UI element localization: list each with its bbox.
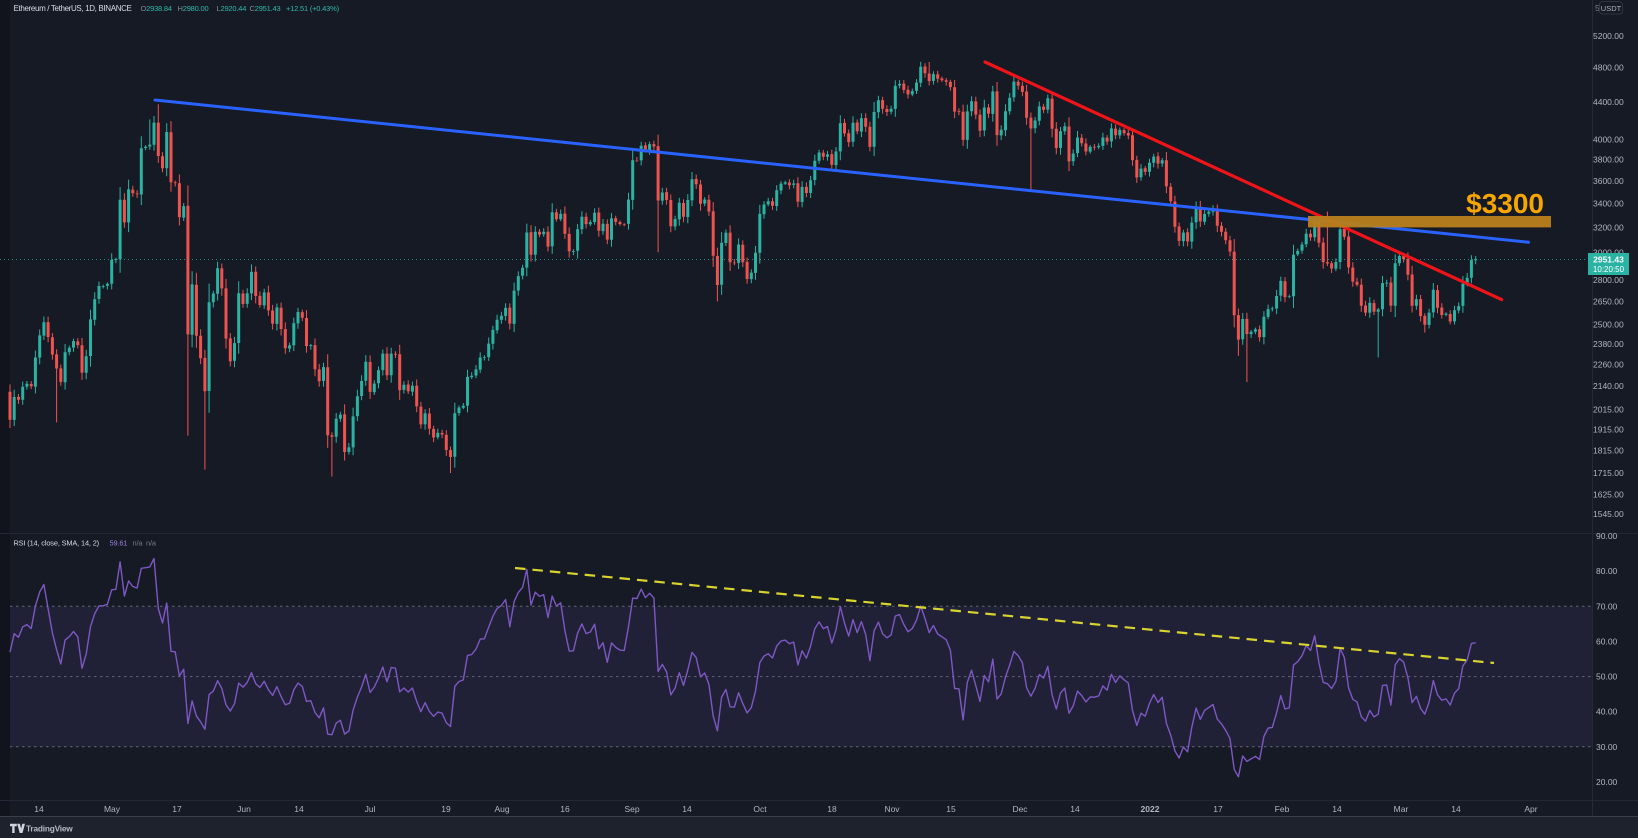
svg-text:Dec: Dec [1012, 804, 1028, 814]
svg-text:2380.00: 2380.00 [1593, 339, 1624, 349]
svg-text:3600.00: 3600.00 [1593, 176, 1624, 186]
svg-text:1815.00: 1815.00 [1593, 446, 1624, 456]
svg-text:2951.43: 2951.43 [1593, 255, 1624, 265]
svg-text:17: 17 [1213, 804, 1223, 814]
svg-text:1915.00: 1915.00 [1593, 425, 1624, 435]
svg-text:Nov: Nov [884, 804, 900, 814]
svg-text:90.00: 90.00 [1596, 531, 1618, 541]
svg-text:May: May [104, 804, 121, 814]
svg-text:4400.00: 4400.00 [1593, 97, 1624, 107]
svg-text:C2951.43: C2951.43 [250, 4, 281, 13]
svg-text:L2920.44: L2920.44 [217, 4, 247, 13]
svg-text:Feb: Feb [1275, 804, 1290, 814]
svg-text:3800.00: 3800.00 [1593, 155, 1624, 165]
svg-text:14: 14 [682, 804, 692, 814]
svg-text:14: 14 [294, 804, 304, 814]
svg-text:2260.00: 2260.00 [1593, 359, 1624, 369]
svg-text:10:20:50: 10:20:50 [1593, 265, 1625, 274]
svg-text:15: 15 [946, 804, 956, 814]
svg-text:1715.00: 1715.00 [1593, 468, 1624, 478]
svg-text:5: 5 [1595, 3, 1600, 13]
svg-text:16: 16 [560, 804, 570, 814]
svg-text:5200.00: 5200.00 [1593, 31, 1624, 41]
svg-text:2022: 2022 [1141, 804, 1160, 814]
svg-text:n/a: n/a [133, 539, 144, 548]
svg-text:3400.00: 3400.00 [1593, 198, 1624, 208]
svg-text:2015.00: 2015.00 [1593, 405, 1624, 415]
svg-text:+12.51 (+0.43%): +12.51 (+0.43%) [286, 4, 340, 13]
svg-text:Sep: Sep [624, 804, 639, 814]
svg-text:1545.00: 1545.00 [1593, 509, 1624, 519]
svg-text:80.00: 80.00 [1596, 566, 1618, 576]
svg-text:19: 19 [441, 804, 451, 814]
svg-text:4000.00: 4000.00 [1593, 134, 1624, 144]
svg-text:60.00: 60.00 [1596, 636, 1618, 646]
svg-text:Oct: Oct [753, 804, 767, 814]
svg-text:Apr: Apr [1524, 804, 1537, 814]
svg-text:1625.00: 1625.00 [1593, 489, 1624, 499]
svg-text:14: 14 [1451, 804, 1461, 814]
svg-text:RSI (14, close, SMA, 14, 2): RSI (14, close, SMA, 14, 2) [14, 539, 100, 548]
svg-text:3200.00: 3200.00 [1593, 222, 1624, 232]
svg-text:14: 14 [1070, 804, 1080, 814]
svg-text:Mar: Mar [1394, 804, 1409, 814]
svg-text:$3300: $3300 [1466, 188, 1544, 219]
svg-text:18: 18 [827, 804, 837, 814]
svg-text:Jun: Jun [237, 804, 251, 814]
svg-text:4800.00: 4800.00 [1593, 63, 1624, 73]
svg-text:40.00: 40.00 [1596, 707, 1618, 717]
svg-text:O2938.84: O2938.84 [141, 4, 172, 13]
svg-text:3000.00: 3000.00 [1593, 248, 1624, 258]
svg-text:Aug: Aug [494, 804, 509, 814]
svg-text:30.00: 30.00 [1596, 742, 1618, 752]
svg-text:Ethereum / TetherUS, 1D, BINAN: Ethereum / TetherUS, 1D, BINANCE [14, 4, 132, 13]
svg-text:2650.00: 2650.00 [1593, 297, 1624, 307]
svg-text:2500.00: 2500.00 [1593, 320, 1624, 330]
svg-text:14: 14 [34, 804, 44, 814]
svg-text:70.00: 70.00 [1596, 601, 1618, 611]
svg-text:n/a: n/a [146, 539, 157, 548]
svg-text:50.00: 50.00 [1596, 672, 1618, 682]
svg-text:17: 17 [172, 804, 182, 814]
svg-text:20.00: 20.00 [1596, 777, 1618, 787]
svg-text:H2980.00: H2980.00 [178, 4, 209, 13]
svg-text:59.61: 59.61 [110, 539, 128, 548]
svg-text:14: 14 [1332, 804, 1342, 814]
svg-text:TradingView: TradingView [26, 824, 73, 834]
svg-text:USDT: USDT [1601, 4, 1622, 13]
svg-text:Jul: Jul [365, 804, 376, 814]
svg-text:2800.00: 2800.00 [1593, 275, 1624, 285]
svg-text:2140.00: 2140.00 [1593, 381, 1624, 391]
